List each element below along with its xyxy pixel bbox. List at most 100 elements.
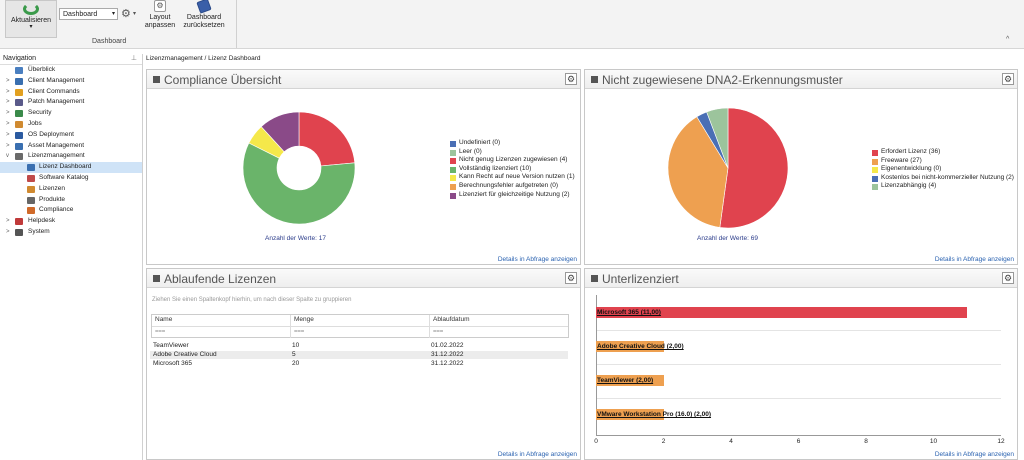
details-link[interactable]: Details in Abfrage anzeigen bbox=[934, 451, 1014, 458]
details-link[interactable]: Details in Abfrage anzeigen bbox=[497, 451, 577, 458]
legend-entry: Lizenziert für gleichzeitige Nutzung (2) bbox=[450, 191, 575, 200]
chevron-right-icon[interactable]: > bbox=[6, 228, 10, 235]
module-icon bbox=[15, 228, 23, 236]
legend-entry: Berechnungsfehler aufgetreten (0) bbox=[450, 182, 575, 191]
chevron-right-icon[interactable]: > bbox=[6, 131, 10, 138]
dashboard-select[interactable]: Dashboard ▾ bbox=[59, 8, 118, 20]
pin-icon[interactable]: ⊥ bbox=[130, 55, 137, 62]
ribbon-group-label: Dashboard bbox=[92, 38, 127, 45]
sidebar-item[interactable]: Produkte bbox=[0, 195, 142, 206]
legend-entry: Undefiniert (0) bbox=[450, 139, 575, 148]
expiring-licenses-panel: Ablaufende Lizenzen ⚙ Ziehen Sie einen S… bbox=[146, 268, 581, 460]
pie-slice bbox=[242, 142, 356, 225]
gear-icon[interactable]: ⚙ bbox=[121, 8, 131, 20]
details-link[interactable]: Details in Abfrage anzeigen bbox=[934, 256, 1014, 263]
chevron-down-icon[interactable]: ▾ bbox=[133, 11, 137, 17]
layout-adjust-button[interactable]: ⚙ Layout anpassen bbox=[143, 0, 177, 30]
grid-header: Name Menge Ablaufdatum ⩶ ⩶ ⩶ bbox=[151, 314, 569, 338]
bar[interactable] bbox=[596, 307, 968, 318]
sidebar-item[interactable]: v Lizenzmanagement bbox=[0, 151, 142, 162]
trash-icon[interactable] bbox=[591, 275, 598, 282]
bar-label: Adobe Creative Cloud (2,00) bbox=[597, 343, 684, 350]
dashboard-reset-button[interactable]: Dashboard zurücksetzen bbox=[182, 0, 226, 30]
module-icon bbox=[15, 88, 23, 96]
panel-title: Unterlizenziert bbox=[602, 272, 679, 286]
gear-icon[interactable]: ⚙ bbox=[1002, 73, 1014, 85]
navigation-title: Navigation bbox=[3, 55, 37, 62]
sidebar-item[interactable]: Lizenzen bbox=[0, 184, 142, 195]
chevron-down-icon[interactable]: v bbox=[6, 153, 9, 160]
column-header-expiry[interactable]: Ablaufdatum bbox=[433, 316, 470, 323]
table-cell: Microsoft 365 bbox=[153, 360, 193, 367]
legend-entry: Kann Recht auf neue Version nutzen (1) bbox=[450, 173, 575, 182]
navigation-pane: Navigation ⊥ Überblick > Client Management… bbox=[0, 54, 143, 460]
gear-icon: ⚙ bbox=[154, 0, 166, 12]
sidebar-item[interactable]: > Client Commands bbox=[0, 87, 142, 98]
sidebar-item[interactable]: > Jobs bbox=[0, 119, 142, 130]
chevron-right-icon[interactable]: > bbox=[6, 110, 10, 117]
table-row[interactable]: Microsoft 365 20 31.12.2022 bbox=[150, 360, 568, 368]
pie-slice bbox=[706, 107, 729, 169]
legend-swatch bbox=[450, 158, 456, 165]
refresh-button[interactable]: Aktualisieren ▾ bbox=[5, 0, 57, 38]
legend-label: Vollständig lizenziert (10) bbox=[459, 164, 532, 172]
bar[interactable] bbox=[596, 375, 664, 386]
sidebar-item[interactable]: > System bbox=[0, 227, 142, 238]
chevron-down-icon: ▾ bbox=[111, 11, 115, 17]
sidebar-item[interactable]: > Client Management bbox=[0, 76, 142, 87]
sidebar-item-label: Lizenzmanagement bbox=[28, 152, 85, 160]
chevron-right-icon[interactable]: > bbox=[6, 88, 10, 95]
navigation-header: Navigation ⊥ bbox=[0, 54, 142, 65]
chevron-right-icon[interactable]: > bbox=[6, 142, 10, 149]
filter-cell[interactable]: ⩶ bbox=[155, 328, 166, 334]
x-tick-label: 4 bbox=[729, 438, 733, 445]
trash-icon[interactable] bbox=[591, 76, 598, 83]
bar[interactable] bbox=[596, 341, 664, 352]
ribbon-collapse-icon[interactable]: ^ bbox=[1006, 36, 1010, 43]
underlicensed-panel: Unterlizenziert ⚙ Microsoft 365 (11,00) A… bbox=[584, 268, 1018, 460]
chevron-right-icon[interactable]: > bbox=[6, 120, 10, 127]
sidebar-item-label: Überblick bbox=[28, 66, 56, 73]
module-icon bbox=[15, 110, 23, 118]
legend-label: Berechnungsfehler aufgetreten (0) bbox=[459, 181, 559, 189]
bar[interactable] bbox=[596, 409, 664, 420]
trash-icon[interactable] bbox=[153, 76, 160, 83]
sidebar-item[interactable]: > OS Deployment bbox=[0, 130, 142, 141]
sidebar-item[interactable]: > Asset Management bbox=[0, 141, 142, 152]
sidebar-item[interactable]: > Helpdesk bbox=[0, 216, 142, 227]
legend-swatch bbox=[450, 192, 456, 199]
group-hint[interactable]: Ziehen Sie einen Spaltenkopf hierhin, um… bbox=[152, 297, 352, 303]
gear-icon[interactable]: ⚙ bbox=[565, 272, 577, 284]
gear-icon[interactable]: ⚙ bbox=[1002, 272, 1014, 284]
filter-cell[interactable]: ⩶ bbox=[433, 328, 444, 334]
chevron-right-icon[interactable]: > bbox=[6, 99, 10, 106]
legend-swatch bbox=[872, 150, 878, 156]
x-tick-label: 2 bbox=[661, 438, 666, 445]
refresh-dropdown-icon[interactable]: ▾ bbox=[29, 24, 33, 30]
x-tick-label: 0 bbox=[594, 438, 598, 445]
column-header-quantity[interactable]: Menge bbox=[294, 316, 314, 323]
module-icon bbox=[15, 120, 23, 128]
sidebar-item[interactable]: Überblick bbox=[0, 65, 142, 76]
details-link[interactable]: Details in Abfrage anzeigen bbox=[497, 256, 577, 263]
sidebar-item[interactable]: Software Katalog bbox=[0, 173, 142, 184]
trash-icon[interactable] bbox=[153, 275, 160, 282]
legend-swatch bbox=[872, 167, 878, 174]
module-icon bbox=[27, 207, 35, 215]
sidebar-item[interactable]: Lizenz Dashboard bbox=[0, 162, 142, 173]
dna-donut-chart bbox=[667, 107, 789, 229]
sidebar-item[interactable]: > Patch Management bbox=[0, 97, 142, 108]
chevron-right-icon[interactable]: > bbox=[6, 77, 10, 84]
column-header-name[interactable]: Name bbox=[155, 316, 173, 323]
legend-swatch bbox=[450, 175, 456, 182]
table-row[interactable]: TeamViewer 10 01.02.2022 bbox=[150, 342, 568, 350]
table-row[interactable]: Adobe Creative Cloud 5 31.12.2022 bbox=[150, 351, 568, 359]
filter-cell[interactable]: ⩶ bbox=[294, 328, 305, 334]
gear-icon[interactable]: ⚙ bbox=[565, 73, 577, 85]
chevron-right-icon[interactable]: > bbox=[6, 218, 10, 225]
sidebar-item[interactable]: > Security bbox=[0, 108, 142, 119]
refresh-label: Aktualisieren bbox=[10, 17, 52, 24]
module-icon bbox=[15, 142, 23, 150]
sidebar-item[interactable]: Compliance bbox=[0, 205, 142, 216]
legend-label: Eigenentwicklung (0) bbox=[881, 165, 942, 173]
